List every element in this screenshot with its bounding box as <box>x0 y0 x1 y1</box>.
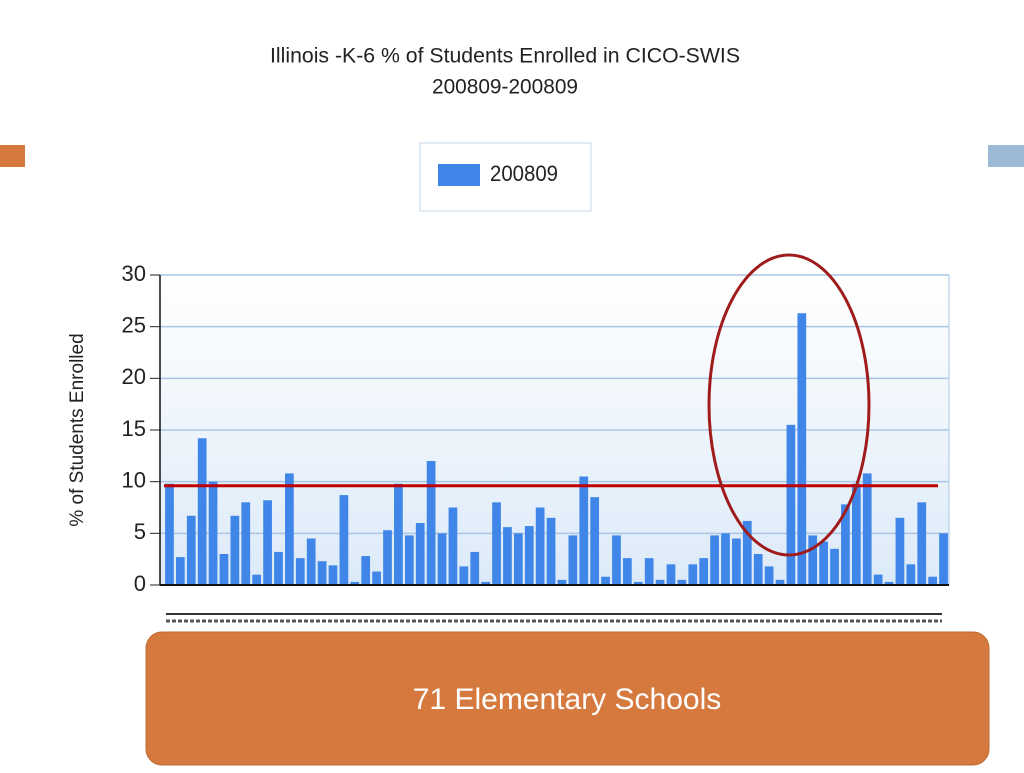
bar <box>590 497 600 585</box>
bar <box>339 495 349 585</box>
bar <box>404 535 414 585</box>
bar <box>437 533 447 585</box>
bar <box>513 533 523 585</box>
y-axis-label: % of Students Enrolled <box>67 333 88 526</box>
bar <box>732 538 741 585</box>
bar <box>263 500 272 585</box>
bar <box>917 502 927 585</box>
bar <box>557 579 567 585</box>
bar <box>426 461 436 585</box>
y-tick-label: 20 <box>122 364 146 389</box>
bar <box>372 571 381 585</box>
bar <box>906 564 916 585</box>
bar <box>197 438 207 585</box>
bar <box>851 483 861 585</box>
bar <box>884 581 894 585</box>
bar <box>764 566 774 585</box>
x-axis-labels <box>166 613 942 623</box>
bar <box>219 554 229 585</box>
bar <box>579 476 589 585</box>
bar <box>710 535 719 585</box>
bar <box>655 579 665 585</box>
bar <box>819 541 828 585</box>
bar <box>481 581 490 585</box>
bar <box>328 565 338 585</box>
bar <box>873 574 883 585</box>
bar <box>524 526 534 585</box>
bar <box>797 313 807 585</box>
bar <box>862 473 872 585</box>
bar <box>175 557 185 585</box>
corner-decoration <box>0 145 25 167</box>
bar <box>721 533 730 585</box>
bar <box>535 507 545 585</box>
highlight-ellipse <box>707 253 871 557</box>
y-tick-label: 15 <box>122 416 146 441</box>
bar <box>666 564 676 585</box>
bar <box>753 554 763 585</box>
bar <box>601 576 610 585</box>
bar <box>623 558 632 585</box>
corner-decoration <box>988 145 1024 167</box>
y-tick-label: 0 <box>134 571 146 596</box>
bar <box>568 535 578 585</box>
bar <box>295 558 305 585</box>
bar <box>186 515 196 585</box>
y-tick-label: 5 <box>134 519 146 544</box>
bar <box>546 517 556 585</box>
bar <box>644 558 654 585</box>
bar <box>415 523 425 585</box>
legend-swatch <box>438 164 480 186</box>
bar <box>612 535 621 585</box>
bar <box>775 579 785 585</box>
bar <box>306 538 316 585</box>
bar <box>274 551 283 585</box>
bar <box>208 481 218 585</box>
chart-subtitle: 200809-200809 <box>432 76 578 99</box>
bar <box>808 535 818 585</box>
bar <box>895 517 905 585</box>
y-tick-label: 30 <box>122 261 146 286</box>
bar <box>939 533 948 585</box>
bar <box>677 579 687 585</box>
y-tick-label: 10 <box>122 467 146 492</box>
bar <box>459 566 469 585</box>
bar <box>448 507 458 585</box>
bar <box>230 515 240 585</box>
bar <box>241 502 251 585</box>
bar <box>361 556 371 585</box>
bar <box>688 564 698 585</box>
bar <box>699 558 709 585</box>
chart-title: Illinois -K-6 % of Students Enrolled in … <box>270 45 740 68</box>
bar <box>830 548 839 585</box>
bar <box>928 576 938 585</box>
bar <box>841 504 850 585</box>
bar <box>786 424 796 585</box>
bar <box>317 561 327 585</box>
bar <box>394 483 403 585</box>
bar <box>285 473 294 585</box>
bar <box>742 520 752 585</box>
y-tick-label: 25 <box>122 312 146 337</box>
caption: 71 Elementary Schools <box>413 683 722 716</box>
bar <box>503 527 512 585</box>
caption-box <box>145 631 990 766</box>
bar <box>633 581 643 585</box>
bar <box>470 551 480 585</box>
legend-label: 200809 <box>490 161 558 186</box>
bar <box>350 581 360 585</box>
bar <box>252 574 262 585</box>
bar <box>492 502 501 585</box>
chart-layer: 0 5 10 15 20 25 30 <box>122 261 949 596</box>
bar <box>383 530 392 585</box>
bar <box>165 483 174 585</box>
